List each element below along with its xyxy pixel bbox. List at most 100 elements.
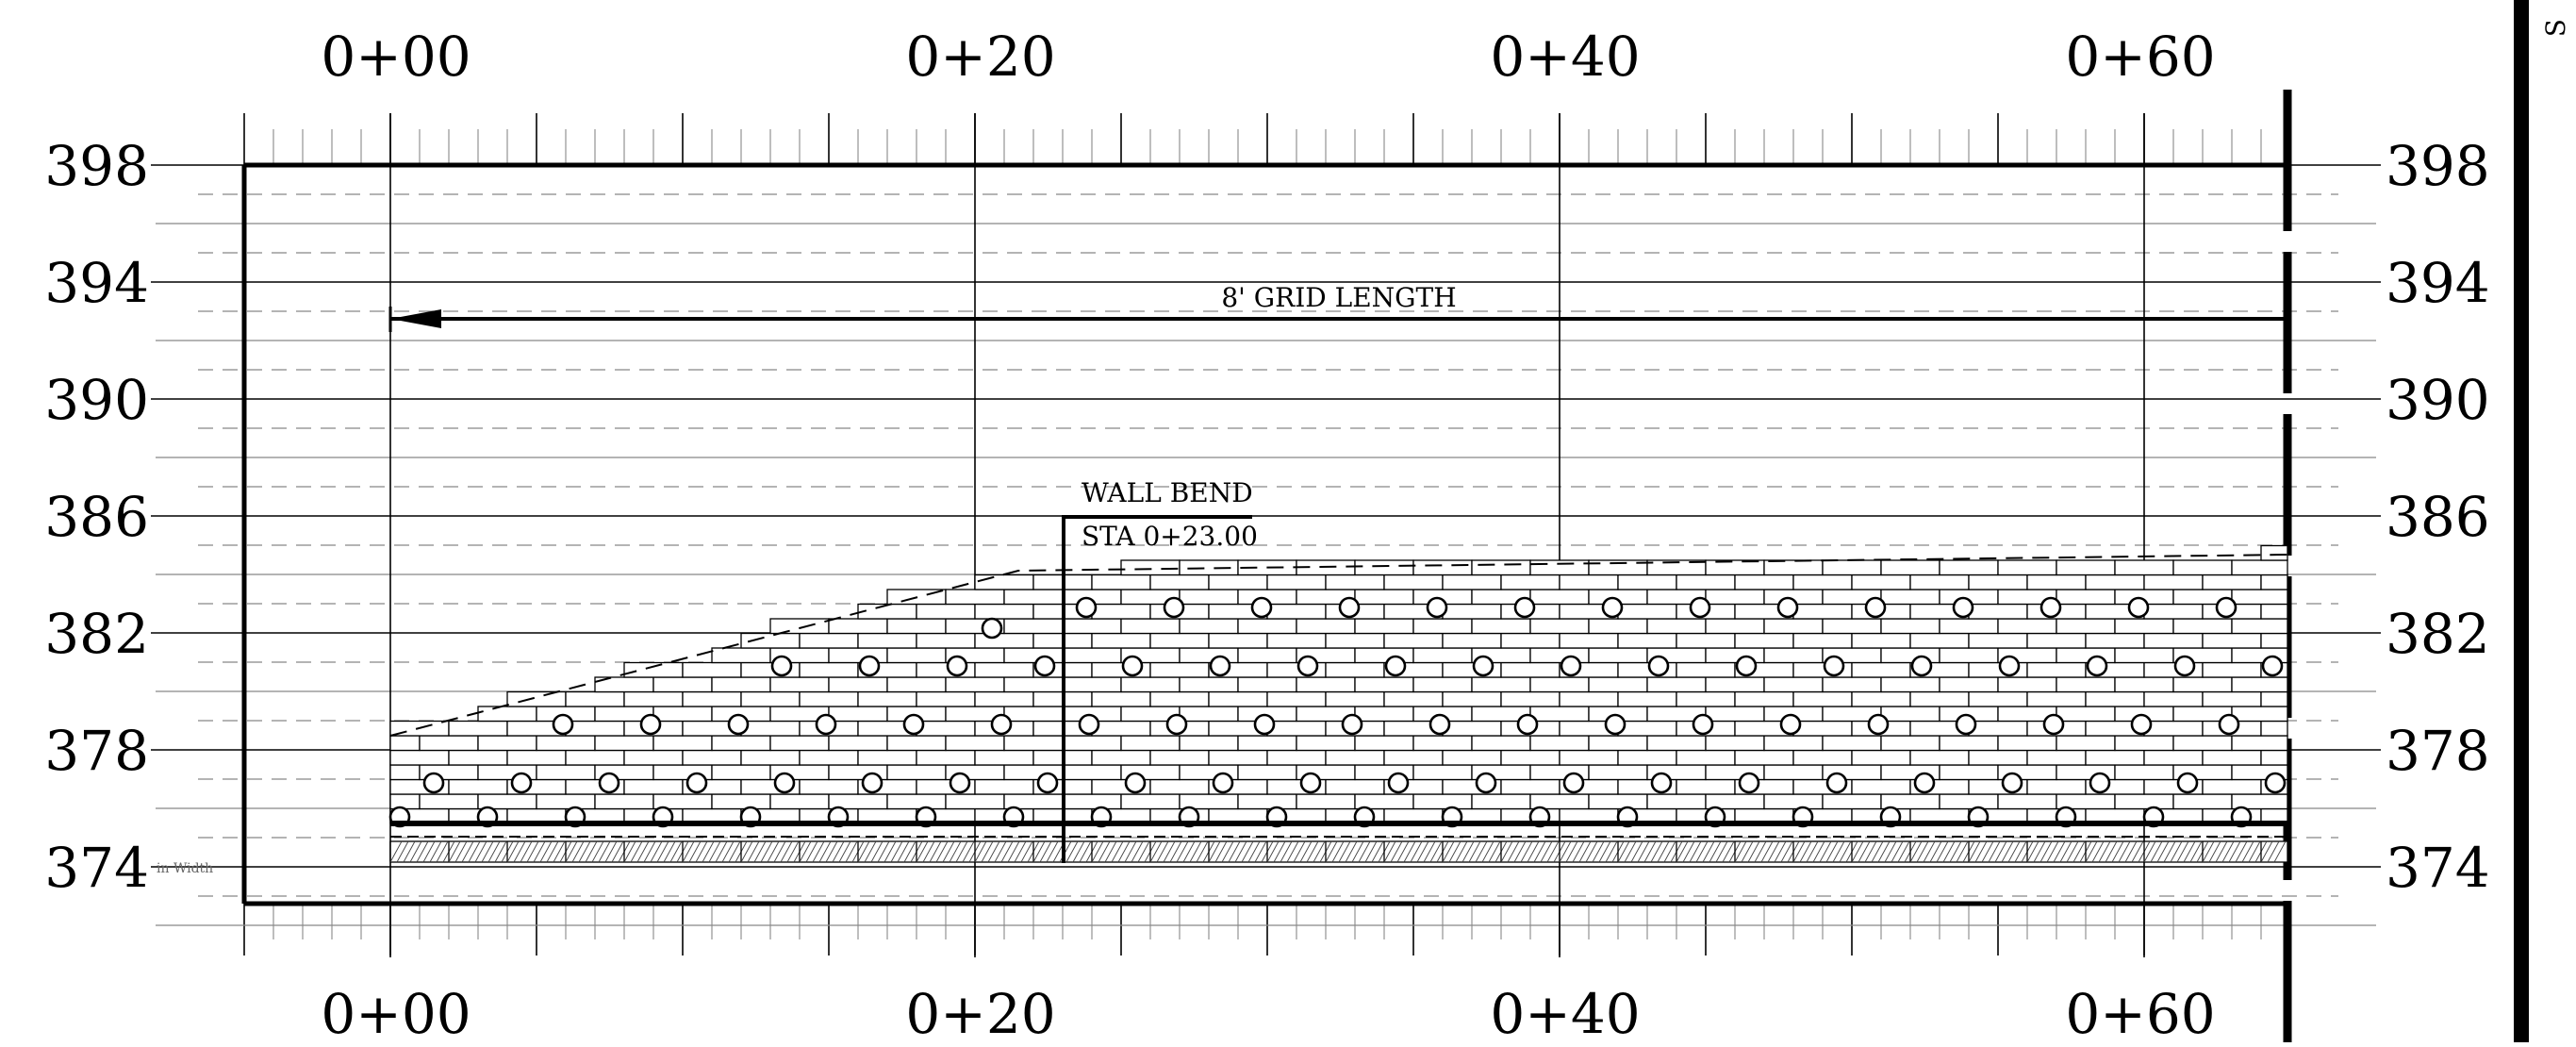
grid-length-arrow: [388, 307, 2287, 332]
wall-block: [711, 676, 771, 693]
wall-block: [1149, 690, 1210, 707]
wall-block: [2172, 793, 2233, 810]
station-labels-bottom: 0+00 0+20 0+40 0+60: [321, 982, 2215, 1046]
wall-block: [857, 603, 917, 620]
hatch-line: [740, 840, 753, 863]
hatch-line: [916, 840, 929, 863]
hatch-line: [1500, 840, 1513, 863]
hatch-line: [2202, 840, 2215, 863]
hatch-line: [1079, 840, 1092, 863]
hatch-line: [669, 840, 683, 863]
wall-block: [1003, 706, 1064, 723]
hatch-line: [1461, 840, 1475, 863]
hatch-line: [1481, 840, 1494, 863]
hatch-line: [546, 840, 559, 863]
wall-block: [1062, 764, 1122, 781]
wall-block: [2231, 676, 2288, 693]
hatch-line: [1994, 840, 2007, 863]
wall-block: [1325, 573, 1385, 590]
wall-block: [1500, 749, 1560, 766]
wall-block: [1851, 573, 1911, 590]
hatch-line: [1792, 840, 1806, 863]
wall-block: [711, 764, 771, 781]
wall-block: [389, 793, 421, 810]
hatch-line: [702, 840, 715, 863]
wall-block: [389, 735, 421, 752]
wall-block: [1676, 573, 1736, 590]
wall-block: [1734, 573, 1794, 590]
hatch-line: [2176, 840, 2189, 863]
wall-block: [652, 676, 713, 693]
wall-block: [1705, 676, 1765, 693]
wall-block: [1997, 559, 2057, 576]
wall-block: [1325, 632, 1385, 649]
hatch-line: [1468, 840, 1481, 863]
hatch-line: [1358, 840, 1371, 863]
wall-block: [1383, 632, 1444, 649]
hatch-line: [1832, 840, 1845, 863]
wall-block: [916, 690, 976, 707]
wall-block: [1909, 749, 1970, 766]
wall-block: [1676, 778, 1736, 795]
wall-block: [740, 749, 801, 766]
geogrid-marker-icon: [598, 772, 620, 794]
hatch-line: [1364, 840, 1378, 863]
hatch-line: [1533, 840, 1546, 863]
hatch-line: [2215, 840, 2228, 863]
hatch-line: [2072, 840, 2086, 863]
hatch-line: [1598, 840, 1611, 863]
hatch-line: [539, 840, 553, 863]
station-label-top: 0+20: [905, 25, 1055, 89]
profile-frame: [241, 90, 2292, 1042]
geogrid-marker-icon: [2130, 713, 2153, 736]
wall-block: [1880, 676, 1940, 693]
hatch-line: [2260, 840, 2273, 863]
wall-block: [1676, 690, 1736, 707]
wall-block: [857, 690, 917, 707]
elevation-labels-left: 398 394 390 386 382 378 374: [44, 134, 149, 900]
wall-block: [1091, 603, 1151, 620]
station-lines: [389, 113, 2145, 957]
wall-block: [1354, 735, 1414, 752]
geogrid-marker-icon: [510, 772, 533, 794]
wall-block: [565, 749, 625, 766]
hatch-line: [1916, 840, 1929, 863]
wall-block: [2056, 647, 2116, 664]
wall-block: [2114, 764, 2174, 781]
wall-block: [1851, 690, 1911, 707]
wall-block: [1676, 661, 1736, 678]
hatch-line: [1799, 840, 1812, 863]
wall-block: [1354, 676, 1414, 693]
wall-block: [1529, 618, 1590, 635]
hatch-line: [2273, 840, 2287, 863]
wall-block: [1091, 720, 1151, 737]
geogrid-marker-icon: [2039, 596, 2062, 619]
hatch-line: [1578, 840, 1592, 863]
wall-block: [1939, 559, 1999, 576]
hatch-line: [1884, 840, 1897, 863]
wall-block: [916, 603, 976, 620]
wall-block: [1851, 632, 1911, 649]
geogrid-marker-icon: [1779, 713, 1802, 736]
wall-block: [2260, 720, 2288, 737]
hatch-line: [468, 840, 481, 863]
hatch-line: [1293, 840, 1306, 863]
hatch-line: [1280, 840, 1293, 863]
wall-block: [828, 647, 888, 664]
wall-block: [1003, 735, 1064, 752]
geogrid-marker-icon: [1955, 713, 1977, 736]
hatch-line: [1032, 840, 1046, 863]
wall-block: [1529, 735, 1590, 752]
wall-block: [1705, 706, 1765, 723]
wall-block: [1968, 749, 2028, 766]
geogrid-marker-icon: [1560, 655, 1582, 677]
hatch-line: [747, 840, 760, 863]
wall-block: [1237, 764, 1297, 781]
hatch-line: [1540, 840, 1553, 863]
wall-block: [2026, 573, 2087, 590]
wall-block: [828, 735, 888, 752]
hatch-line: [1091, 840, 1104, 863]
wall-block: [886, 647, 947, 664]
hatch-line: [1864, 840, 1877, 863]
hatch-line: [942, 840, 955, 863]
